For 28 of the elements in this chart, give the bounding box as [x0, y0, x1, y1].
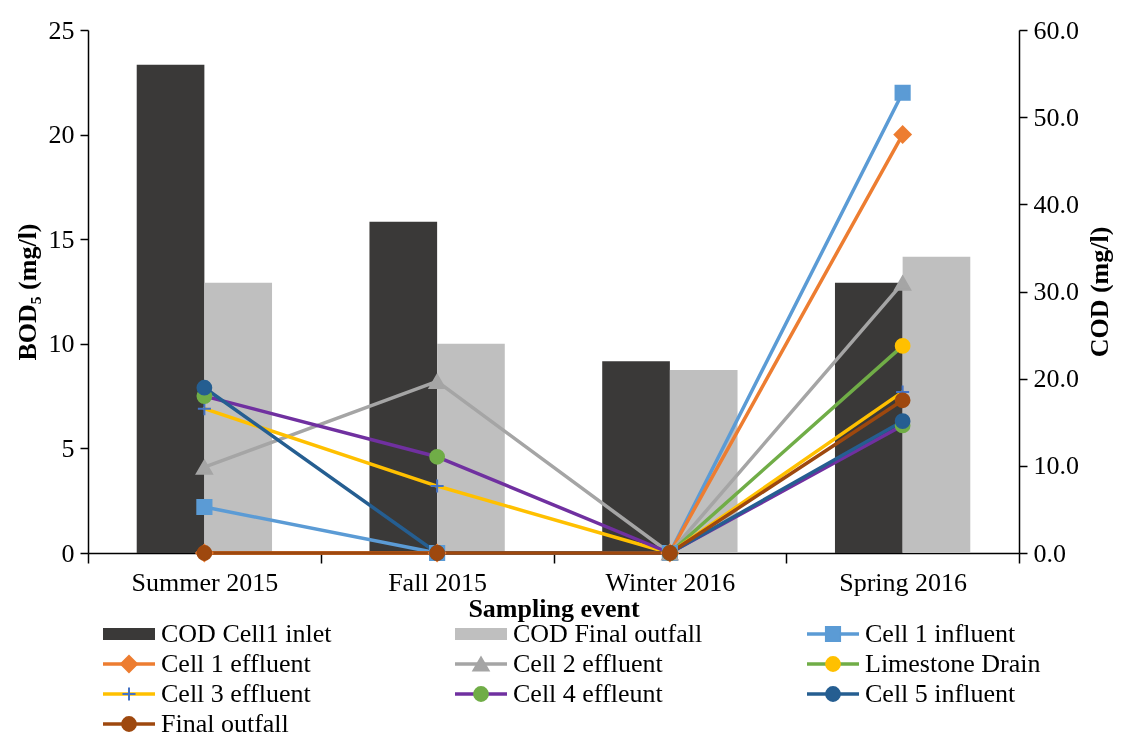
legend-label: Cell 3 effluent	[161, 679, 312, 708]
legend-label: Cell 5 influent	[865, 679, 1016, 708]
legend-label: Cell 1 effluent	[161, 649, 312, 678]
legend-label: Limestone Drain	[865, 649, 1041, 678]
y-tick-label: 0	[61, 538, 75, 568]
x-tick-label: Winter 2016	[605, 567, 736, 597]
x-tick-label: Spring 2016	[839, 567, 968, 597]
x-tick-label: Summer 2015	[131, 567, 279, 597]
legend-label: Cell 2 effluent	[513, 649, 664, 678]
y2-tick-label: 30.0	[1033, 277, 1079, 306]
legend-label: Cell 4 effleunt	[513, 679, 664, 708]
legend-label: Final outfall	[161, 709, 289, 738]
y-tick-label: 10	[48, 329, 75, 359]
y-axis-title: BOD₅ (mg/l)	[12, 223, 42, 361]
y-tick-label: 15	[48, 224, 75, 254]
y2-tick-label: 20.0	[1033, 364, 1079, 394]
legend-label: COD Cell1 inlet	[161, 619, 333, 648]
y-tick-label: 5	[61, 433, 75, 463]
y2-tick-label: 0.0	[1033, 538, 1066, 568]
legend-label: Cell 1 influent	[865, 619, 1016, 648]
y2-tick-label: 50.0	[1033, 102, 1079, 132]
y2-tick-label: 40.0	[1033, 189, 1079, 219]
y2-axis-title: COD (mg/l)	[1085, 226, 1114, 358]
y2-tick-label: 10.0	[1033, 451, 1079, 481]
y2-tick-label: 60.0	[1033, 15, 1079, 45]
x-tick-label: Fall 2015	[388, 567, 488, 597]
y-tick-label: 25	[48, 15, 75, 45]
y-tick-label: 20	[48, 120, 75, 150]
